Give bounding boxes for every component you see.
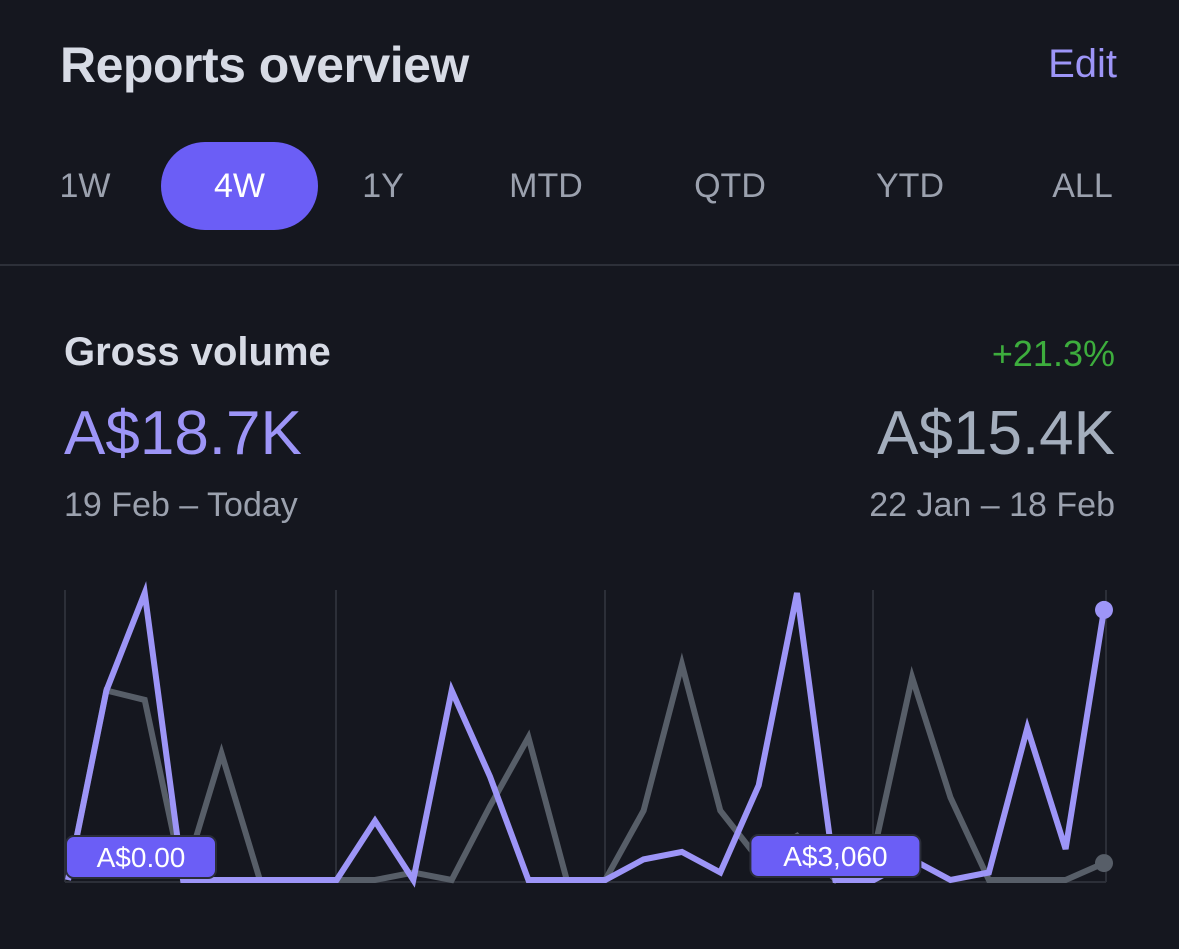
current-period-range: 19 Feb – Today — [64, 486, 298, 524]
tooltip-text: A$0.00 — [97, 842, 186, 873]
tab-all[interactable]: ALL — [1052, 167, 1113, 205]
tab-qtd[interactable]: QTD — [694, 167, 766, 205]
previous-series-end-point — [1095, 854, 1113, 873]
current-series-end-point — [1095, 600, 1113, 619]
tab-1y[interactable]: 1Y — [362, 167, 404, 205]
tooltip-box — [749, 834, 922, 878]
edit-button[interactable]: Edit — [1048, 42, 1117, 86]
tab-1w[interactable]: 1W — [59, 167, 111, 205]
page-title: Reports overview — [60, 37, 469, 93]
current-series-line — [65, 581, 1107, 888]
divider — [0, 264, 1179, 266]
tooltip-label-1: A$3,060 — [749, 834, 922, 878]
metric-title: Gross volume — [64, 330, 331, 374]
tab-mtd[interactable]: MTD — [509, 167, 583, 205]
previous-period-range: 22 Jan – 18 Feb — [869, 486, 1115, 524]
previous-period-value: A$15.4K — [877, 399, 1115, 468]
tooltip-box — [65, 835, 217, 879]
change-percentage: +21.3% — [991, 333, 1115, 374]
tab-4w[interactable]: 4W — [161, 142, 318, 230]
tooltip-label-2: A$0.00 — [65, 835, 217, 879]
tab-ytd[interactable]: YTD — [876, 167, 944, 205]
tooltip-text: A$3,060 — [783, 841, 887, 872]
previous-series-line — [65, 652, 1106, 885]
current-period-value: A$18.7K — [64, 399, 302, 468]
